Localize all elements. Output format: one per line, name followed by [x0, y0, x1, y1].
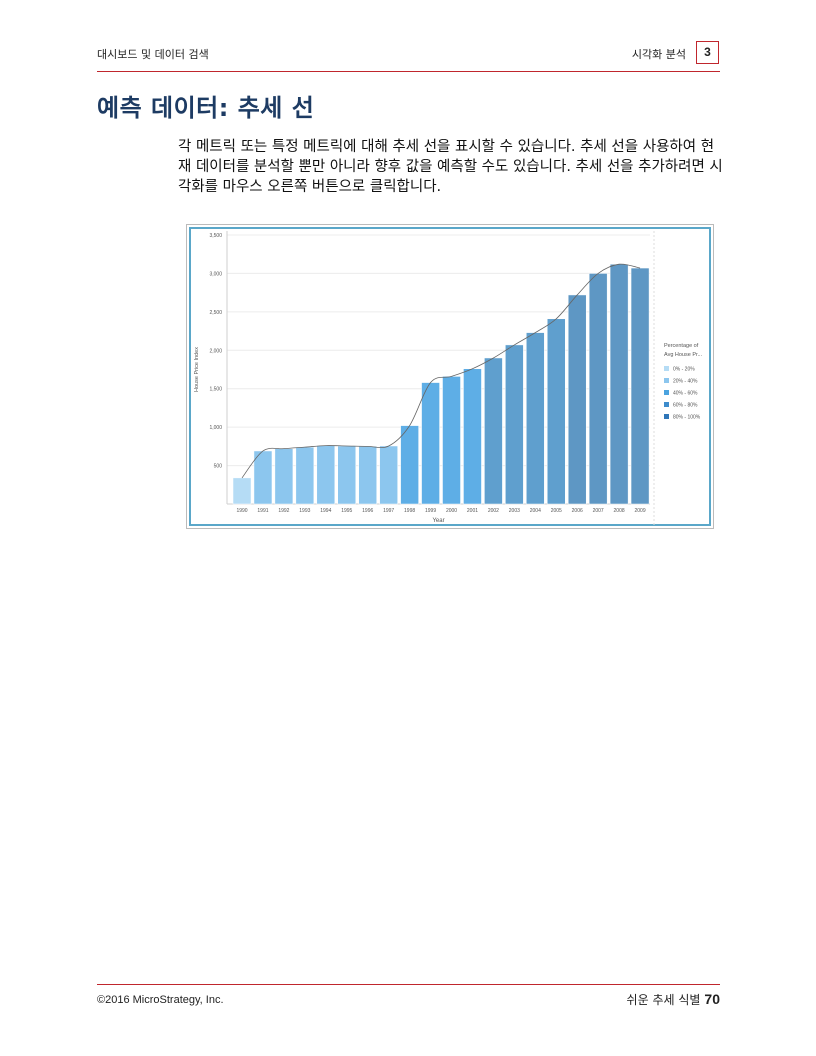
chart-figure: 3,500 3,000 2,500 2,000 1,500 1,000 500 1990 199… [186, 224, 714, 529]
legend-swatch [664, 402, 669, 407]
bar [295, 446, 315, 505]
bar [630, 267, 650, 505]
x-tick-label: 1993 [299, 508, 310, 514]
bar [588, 273, 608, 505]
bar [274, 448, 294, 505]
footer-section: 쉬운 추세 식별 70 [627, 991, 720, 1008]
legend-item-label: 20% - 40% [673, 379, 698, 385]
bar [232, 477, 252, 505]
running-header-right: 시각화 분석 [631, 48, 686, 61]
x-tick-label: 2001 [467, 508, 478, 514]
x-tick-label: 2000 [446, 508, 457, 514]
bar [505, 344, 524, 505]
bar [547, 318, 566, 505]
x-tick-label: 1992 [278, 508, 289, 514]
bar-chart: 3,500 3,000 2,500 2,000 1,500 1,000 500 1990 199… [194, 231, 703, 526]
bar [526, 332, 545, 505]
legend-item-label: 80% - 100% [673, 415, 701, 421]
page-title: 예측 데이터: 추세 선 [97, 94, 315, 122]
x-tick-label: 2005 [551, 508, 562, 514]
bar [484, 357, 503, 505]
bar [253, 450, 273, 505]
legend-item-label: 40% - 60% [673, 391, 698, 397]
bar [316, 445, 336, 505]
bar [567, 294, 587, 505]
legend-swatch [664, 366, 669, 371]
body-paragraph: 각 메트릭 또는 특정 메트릭에 대해 추세 선을 표시할 수 있습니다. 추세… [178, 139, 723, 195]
footer-divider [97, 984, 720, 985]
x-tick-label: 1997 [383, 508, 394, 514]
trend-line [241, 263, 641, 479]
chapter-number-box: 3 [696, 41, 719, 64]
y-tick-label: 1,000 [209, 425, 222, 431]
legend-item-label: 60% - 80% [673, 403, 698, 409]
y-tick-label: 1,500 [209, 387, 222, 393]
legend-title: Avg House Pr... [664, 352, 703, 358]
x-tick-label: 1999 [425, 508, 436, 514]
x-tick-label: 2009 [634, 508, 645, 514]
x-tick-label: 1990 [236, 508, 247, 514]
bar [421, 382, 440, 505]
legend-swatch [664, 390, 669, 395]
x-tick-label: 1998 [404, 508, 415, 514]
y-axis-title: House Price Index [194, 347, 200, 392]
bar [358, 446, 377, 505]
y-tick-label: 3,000 [209, 271, 222, 277]
x-tick-label: 2003 [509, 508, 520, 514]
running-header-left: 대시보드 및 데이터 검색 [97, 48, 209, 61]
y-tick-label: 2,000 [209, 348, 222, 354]
x-tick-label: 2007 [593, 508, 604, 514]
legend-swatch [664, 378, 669, 383]
bar [379, 445, 398, 505]
x-tick-label: 2008 [614, 508, 625, 514]
x-axis-title: Year [432, 518, 444, 524]
x-tick-label: 2006 [572, 508, 583, 514]
y-tick-label: 2,500 [209, 310, 222, 316]
bar [337, 445, 357, 505]
page-number: 70 [704, 991, 720, 1007]
y-tick-label: 500 [214, 464, 223, 470]
x-tick-label: 1994 [320, 508, 331, 514]
x-tick-label: 2002 [488, 508, 499, 514]
footer-section-title: 쉬운 추세 식별 [626, 993, 701, 1007]
legend-swatch [664, 414, 669, 419]
bar [609, 263, 629, 505]
x-tick-label: 1996 [362, 508, 373, 514]
legend-title: Percentage of [664, 343, 699, 349]
x-tick-label: 1991 [257, 508, 268, 514]
bar [442, 376, 461, 505]
x-tick-label: 2004 [530, 508, 541, 514]
bar [463, 368, 482, 505]
chart-border [189, 227, 711, 526]
x-tick-label: 1995 [341, 508, 352, 514]
copyright-footer: ©2016 MicroStrategy, Inc. [97, 994, 224, 1006]
bar [400, 425, 419, 505]
legend-item-label: 0% - 20% [673, 367, 695, 373]
header-divider [97, 71, 720, 72]
y-tick-label: 3,500 [209, 233, 222, 239]
